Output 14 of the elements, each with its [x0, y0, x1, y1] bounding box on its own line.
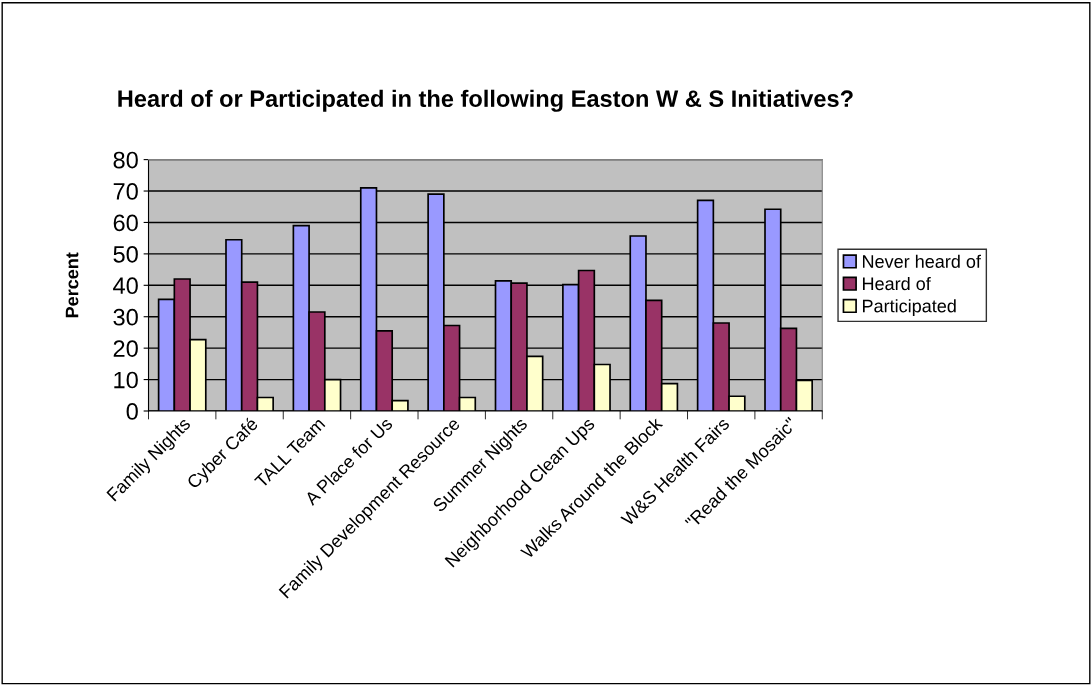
legend-label: Participated	[862, 299, 956, 316]
y-tick-label: 20	[113, 340, 138, 357]
y-tick-label: 10	[114, 371, 138, 389]
y-tick-label: 80	[113, 151, 138, 169]
legend-label: Heard of	[862, 276, 931, 291]
y-tick-label: 50	[113, 245, 138, 263]
chart-title: Heard of or Participated in the following Easton W & S Initiatives?	[118, 89, 853, 112]
y-tick-label: 30	[113, 308, 138, 326]
y-tick-label: 40	[113, 277, 138, 295]
y-tick-label: 70	[113, 183, 138, 200]
y-tick-label: 60	[113, 214, 138, 232]
y-tick-label: 0	[126, 403, 138, 420]
y-axis-title: Percent	[65, 252, 79, 318]
legend-label: Never heard of	[862, 254, 981, 268]
